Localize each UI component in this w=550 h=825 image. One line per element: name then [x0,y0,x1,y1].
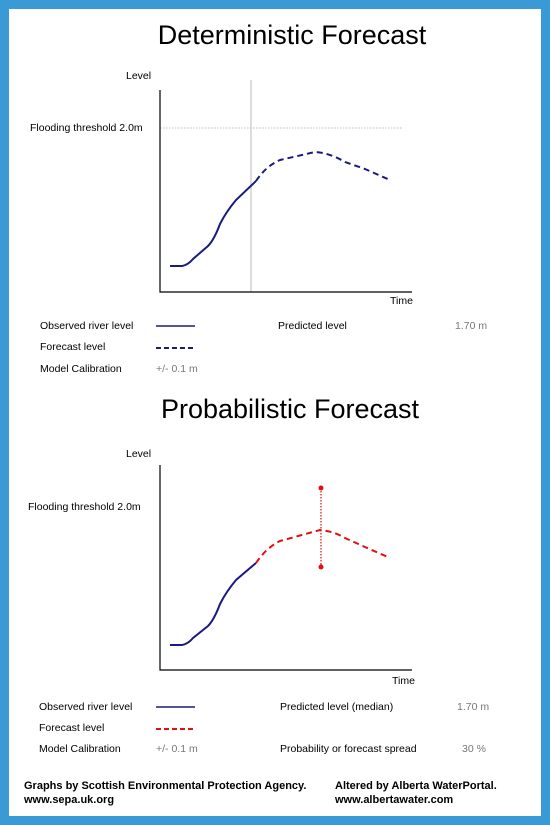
legend-label: Predicted level (median) [280,701,393,713]
legend-label: Probability or forecast spread [280,743,417,755]
threshold-label: Flooding threshold 2.0m [28,501,141,513]
x-label: Time [390,295,413,307]
axes [159,465,412,671]
axes [159,90,412,293]
x-label: Time [392,675,415,687]
observed-curve [170,562,257,646]
legend-label: Model Calibration [39,743,121,755]
threshold-label: Flooding threshold 2.0m [30,122,143,134]
legend-label: Observed river level [39,701,132,713]
forecast-curve [255,150,391,182]
legend-value: 1.70 m [457,701,489,713]
legend-label: Forecast level [39,722,104,734]
spread-end [318,564,324,570]
observed-curve [170,180,257,267]
title: Probabilistic Forecast [161,394,420,424]
spread-end [318,485,324,491]
panel [9,9,541,816]
y-label: Level [126,70,151,82]
legend-value: 30 % [462,743,486,755]
footer-text: Altered by Alberta WaterPortal. [335,780,497,792]
title: Deterministic Forecast [158,20,427,50]
footer-text: www.albertawater.com [334,794,453,806]
legend-label: Forecast level [40,341,105,353]
legend-value: +/- 0.1 m [156,363,198,375]
legend-label: Observed river level [40,320,133,332]
legend-label: Predicted level [278,320,347,332]
legend-label: Model Calibration [40,363,122,375]
forecast-curve [255,528,391,564]
y-label: Level [126,448,151,460]
footer-text: Graphs by Scottish Environmental Protect… [24,780,306,792]
legend-value: +/- 0.1 m [156,743,198,755]
legend-value: 1.70 m [455,320,487,332]
footer-text: www.sepa.uk.org [23,794,114,806]
